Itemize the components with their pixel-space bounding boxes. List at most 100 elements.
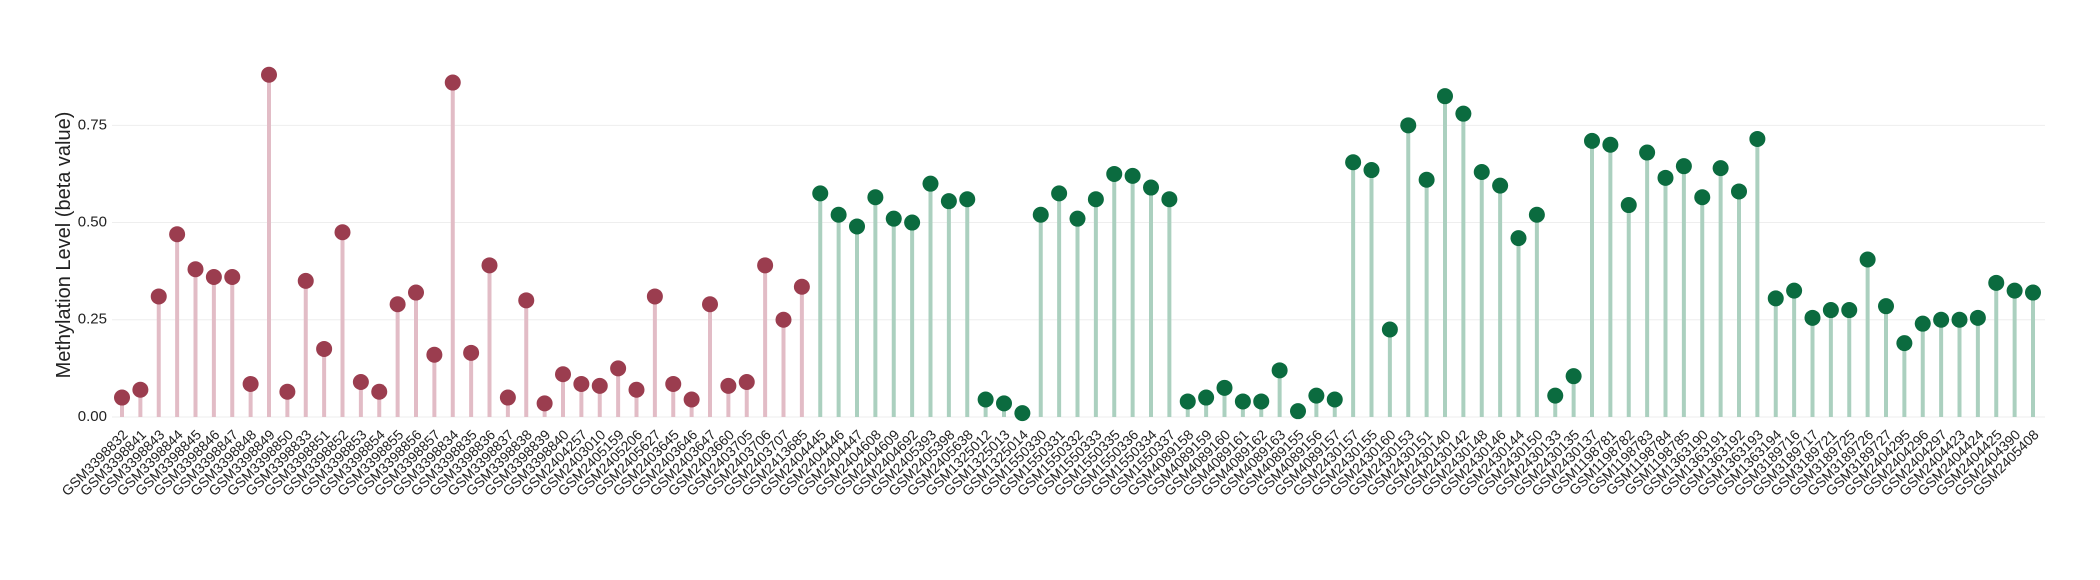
dot xyxy=(1694,189,1711,206)
dot xyxy=(1051,185,1068,202)
dot xyxy=(1969,309,1986,326)
dot xyxy=(977,391,994,408)
dot xyxy=(1951,311,1968,328)
dot xyxy=(481,257,498,274)
dot xyxy=(334,224,351,241)
dot xyxy=(279,383,296,400)
dot xyxy=(1069,210,1086,227)
dot xyxy=(867,189,884,206)
dot xyxy=(261,66,277,83)
dot xyxy=(1584,132,1600,149)
dot xyxy=(1253,393,1270,410)
dot xyxy=(922,175,939,192)
dot xyxy=(2025,284,2041,301)
y-tick-label: 0.25 xyxy=(78,311,107,328)
dot xyxy=(702,296,718,313)
dot xyxy=(940,193,957,210)
dot xyxy=(1620,197,1637,214)
dot xyxy=(1473,164,1490,180)
dot xyxy=(904,214,921,231)
dot xyxy=(1271,362,1288,379)
dot xyxy=(1565,368,1582,385)
dot xyxy=(1657,169,1674,186)
dot xyxy=(591,377,608,394)
dot xyxy=(536,395,553,412)
dot xyxy=(1749,130,1766,147)
dot xyxy=(1510,230,1527,247)
dot xyxy=(132,381,149,398)
dot xyxy=(187,261,204,278)
dot xyxy=(1675,158,1692,175)
dot xyxy=(1418,171,1435,188)
dot xyxy=(1639,144,1656,161)
dot xyxy=(169,226,186,243)
dot xyxy=(2006,282,2023,299)
dot xyxy=(720,377,737,394)
dot xyxy=(114,389,130,406)
dot xyxy=(573,375,590,392)
dot xyxy=(1198,389,1215,406)
dot xyxy=(1087,191,1104,208)
dot xyxy=(830,206,847,223)
dot xyxy=(1161,191,1178,208)
dot xyxy=(205,269,222,285)
dot xyxy=(224,269,241,285)
dot xyxy=(463,344,480,361)
dot xyxy=(389,296,406,313)
dot xyxy=(1234,393,1251,410)
dot xyxy=(1822,302,1839,319)
dot xyxy=(1106,165,1123,182)
dot xyxy=(242,375,259,392)
dot xyxy=(518,292,535,309)
dot xyxy=(1859,251,1876,268)
dot xyxy=(683,391,700,408)
dot xyxy=(1767,290,1784,307)
dot xyxy=(610,360,627,377)
dot xyxy=(1786,282,1803,299)
dot xyxy=(775,311,792,328)
dot xyxy=(1492,177,1509,194)
dot xyxy=(1455,105,1472,122)
dot xyxy=(1381,321,1398,338)
dot xyxy=(1933,311,1950,328)
dot xyxy=(1712,160,1729,177)
dot xyxy=(1547,387,1564,404)
dot xyxy=(1841,302,1858,319)
y-tick-label: 0.75 xyxy=(78,116,107,133)
dot xyxy=(1290,403,1306,420)
dot xyxy=(1896,335,1913,352)
dot xyxy=(316,340,333,357)
dot xyxy=(1731,183,1747,200)
dot xyxy=(1014,405,1031,422)
dot xyxy=(849,218,865,235)
dot xyxy=(1914,315,1931,332)
dot xyxy=(371,383,388,400)
dot xyxy=(1363,162,1380,179)
y-tick-label: 0.00 xyxy=(78,408,107,425)
dot xyxy=(757,257,774,274)
dot xyxy=(150,288,167,305)
dot xyxy=(444,74,461,91)
dot xyxy=(1326,391,1343,408)
dot xyxy=(1032,206,1049,223)
dot xyxy=(793,278,810,295)
dot xyxy=(1308,387,1325,404)
dot xyxy=(646,288,663,305)
y-tick-label: 0.50 xyxy=(78,214,107,231)
dot xyxy=(1437,88,1453,105)
dot xyxy=(996,395,1012,412)
dot xyxy=(738,374,755,390)
dot xyxy=(297,272,314,289)
dot xyxy=(1878,298,1894,315)
y-axis-title: Methylation Level (beta value) xyxy=(53,112,75,379)
dot xyxy=(555,366,571,383)
dot xyxy=(499,389,516,406)
dot xyxy=(1400,117,1417,134)
dot xyxy=(1124,167,1141,184)
dot xyxy=(426,346,443,363)
dot xyxy=(1216,379,1233,396)
dot xyxy=(665,375,682,392)
dot xyxy=(1143,179,1159,196)
dot xyxy=(1602,136,1619,153)
